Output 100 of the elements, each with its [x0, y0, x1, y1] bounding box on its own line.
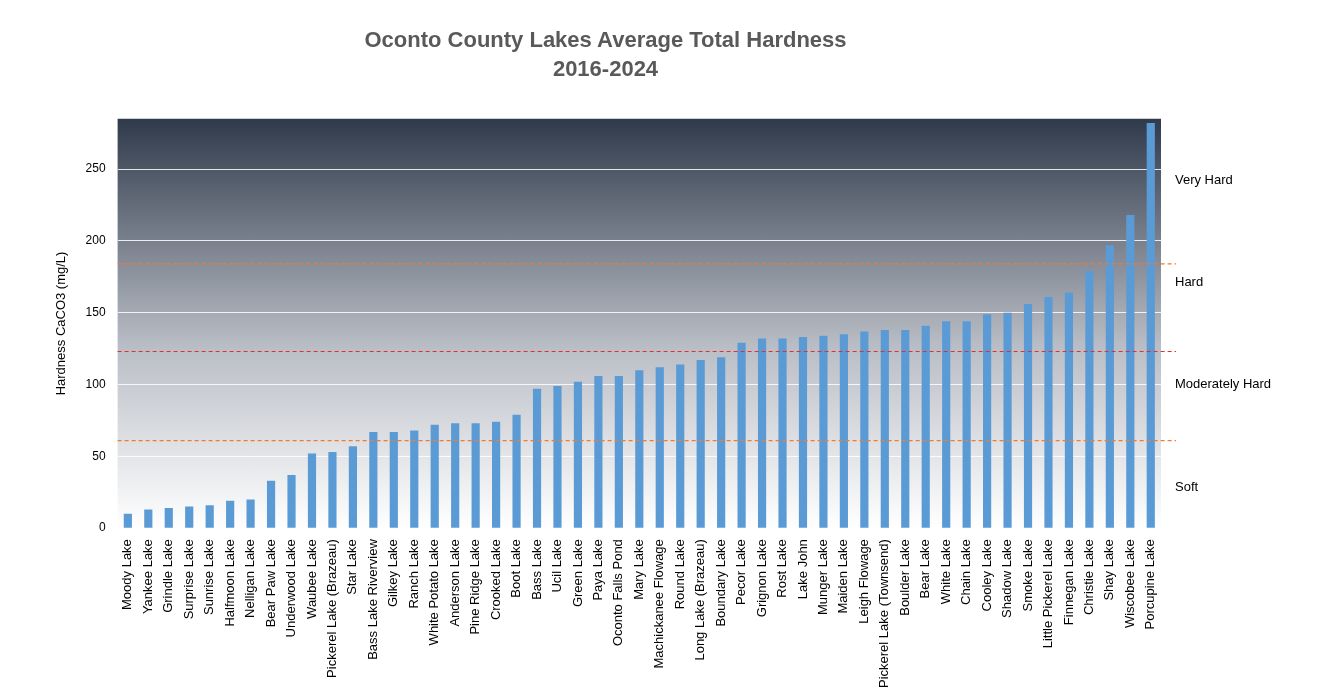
x-tick-label: Finnegan Lake — [1060, 539, 1076, 626]
bar — [185, 506, 194, 528]
bar — [226, 500, 235, 528]
bar — [737, 342, 746, 528]
bar — [778, 338, 787, 528]
bar — [757, 338, 767, 528]
x-tick-label: Anderson Lake — [446, 539, 462, 627]
x-tick-label: Green Lake — [569, 539, 585, 608]
x-tick-label: Oconto Falls Pond — [610, 539, 626, 647]
x-tick-label: Boot Lake — [508, 539, 524, 598]
bar — [123, 513, 132, 528]
x-tick-label: Porcupine Lake — [1142, 539, 1158, 630]
x-tick-label: Shay Lake — [1101, 539, 1117, 601]
x-tick-label: Pickerel Lake (Brazeau) — [324, 539, 340, 678]
x-tick-label: Ranch Lake — [405, 539, 421, 609]
bar — [860, 331, 869, 528]
x-tick-label: Surprise Lake — [180, 539, 196, 620]
bar — [410, 430, 419, 528]
bar — [594, 375, 603, 528]
bar — [369, 431, 378, 528]
x-tick-label: Bass Lake — [528, 539, 544, 600]
bar — [307, 453, 317, 528]
x-tick-label: Star Lake — [344, 539, 360, 595]
x-tick-label: Pine Ridge Lake — [467, 539, 483, 635]
bar — [553, 385, 562, 528]
y-tick-label: 100 — [85, 376, 106, 391]
x-tick-label: Smoke Lake — [1019, 539, 1035, 612]
x-tick-label: Bass Lake Riverview — [364, 538, 380, 660]
x-tick-label: Moody Lake — [119, 539, 135, 610]
bar — [942, 321, 951, 528]
x-tick-label: Munger Lake — [815, 539, 831, 616]
bar — [287, 475, 296, 528]
bar — [635, 370, 644, 528]
text: Hard — [1175, 274, 1204, 290]
x-tick-label: Boulder Lake — [896, 539, 912, 616]
x-tick-label: Pecor Lake — [733, 539, 749, 605]
bar — [1064, 292, 1074, 528]
y-tick-label: 200 — [85, 233, 106, 248]
x-tick-label: Maiden Lake — [835, 539, 851, 614]
bar — [1044, 296, 1053, 528]
x-tick-label: Boundary Lake — [712, 539, 728, 627]
y-tick-label: 50 — [92, 448, 106, 463]
chart-title: Oconto County Lakes Average Total Hardness — [364, 27, 847, 53]
bar — [205, 505, 214, 528]
bar — [266, 480, 276, 528]
x-tick-label: Yankee Lake — [139, 539, 155, 615]
y-tick-label: 150 — [85, 305, 106, 320]
bar — [471, 423, 480, 528]
x-tick-label: Wiscobee Lake — [1121, 539, 1137, 629]
bar — [348, 446, 357, 528]
x-tick-label: Round Lake — [671, 539, 687, 610]
bar — [614, 375, 623, 528]
y-tick-label: 250 — [85, 161, 106, 176]
bar — [798, 337, 808, 528]
text: Moderately Hard — [1175, 376, 1272, 392]
bar — [1085, 271, 1094, 528]
bar — [880, 329, 889, 528]
y-axis-title: Hardness CaCO3 (mg/L) — [53, 251, 69, 396]
bar — [676, 364, 685, 528]
x-tick-label: Shadow Lake — [999, 539, 1015, 618]
x-tick-label: Leigh Flowage — [855, 539, 871, 624]
bar — [164, 508, 173, 528]
x-tick-label: Pickerel Lake (Townsend) — [876, 539, 892, 689]
bar — [246, 499, 255, 528]
x-tick-label: Sunrise Lake — [201, 539, 217, 616]
bar — [1105, 245, 1114, 528]
bar — [532, 388, 542, 528]
bar — [144, 509, 153, 528]
bar — [717, 357, 726, 528]
bar — [389, 431, 398, 528]
chart-subtitle: 2016-2024 — [552, 55, 659, 81]
x-tick-label: Little Pickerel Lake — [1040, 539, 1056, 649]
x-tick-label: Waubee Lake — [303, 539, 319, 619]
bar — [1126, 215, 1135, 528]
x-tick-label: Lake John — [794, 539, 810, 600]
x-tick-label: Nelligan Lake — [242, 539, 258, 618]
bar — [573, 381, 583, 528]
text: Soft — [1175, 478, 1199, 494]
x-tick-label: White Lake — [937, 539, 953, 605]
x-tick-label: Rost Lake — [774, 539, 790, 598]
bar — [492, 421, 501, 528]
text: Very Hard — [1175, 171, 1233, 187]
bar — [655, 367, 664, 528]
x-tick-label: Christie Lake — [1080, 539, 1096, 616]
y-tick-label: 0 — [98, 520, 106, 535]
x-tick-label: Halfmoon Lake — [221, 539, 237, 627]
bar — [512, 414, 521, 528]
x-tick-label: Grindle Lake — [160, 539, 176, 613]
bar — [1023, 304, 1033, 528]
x-tick-label: Machickanee Flowage — [651, 539, 667, 669]
bar — [983, 314, 992, 528]
bar — [839, 334, 848, 528]
bar — [819, 335, 828, 528]
bar — [1003, 312, 1012, 528]
x-tick-label: Underwood Lake — [283, 539, 299, 638]
bar — [430, 424, 439, 528]
x-tick-label: Ucil Lake — [549, 539, 565, 593]
bar — [451, 423, 460, 528]
x-tick-label: Bear Lake — [917, 539, 933, 599]
bar — [921, 325, 930, 528]
